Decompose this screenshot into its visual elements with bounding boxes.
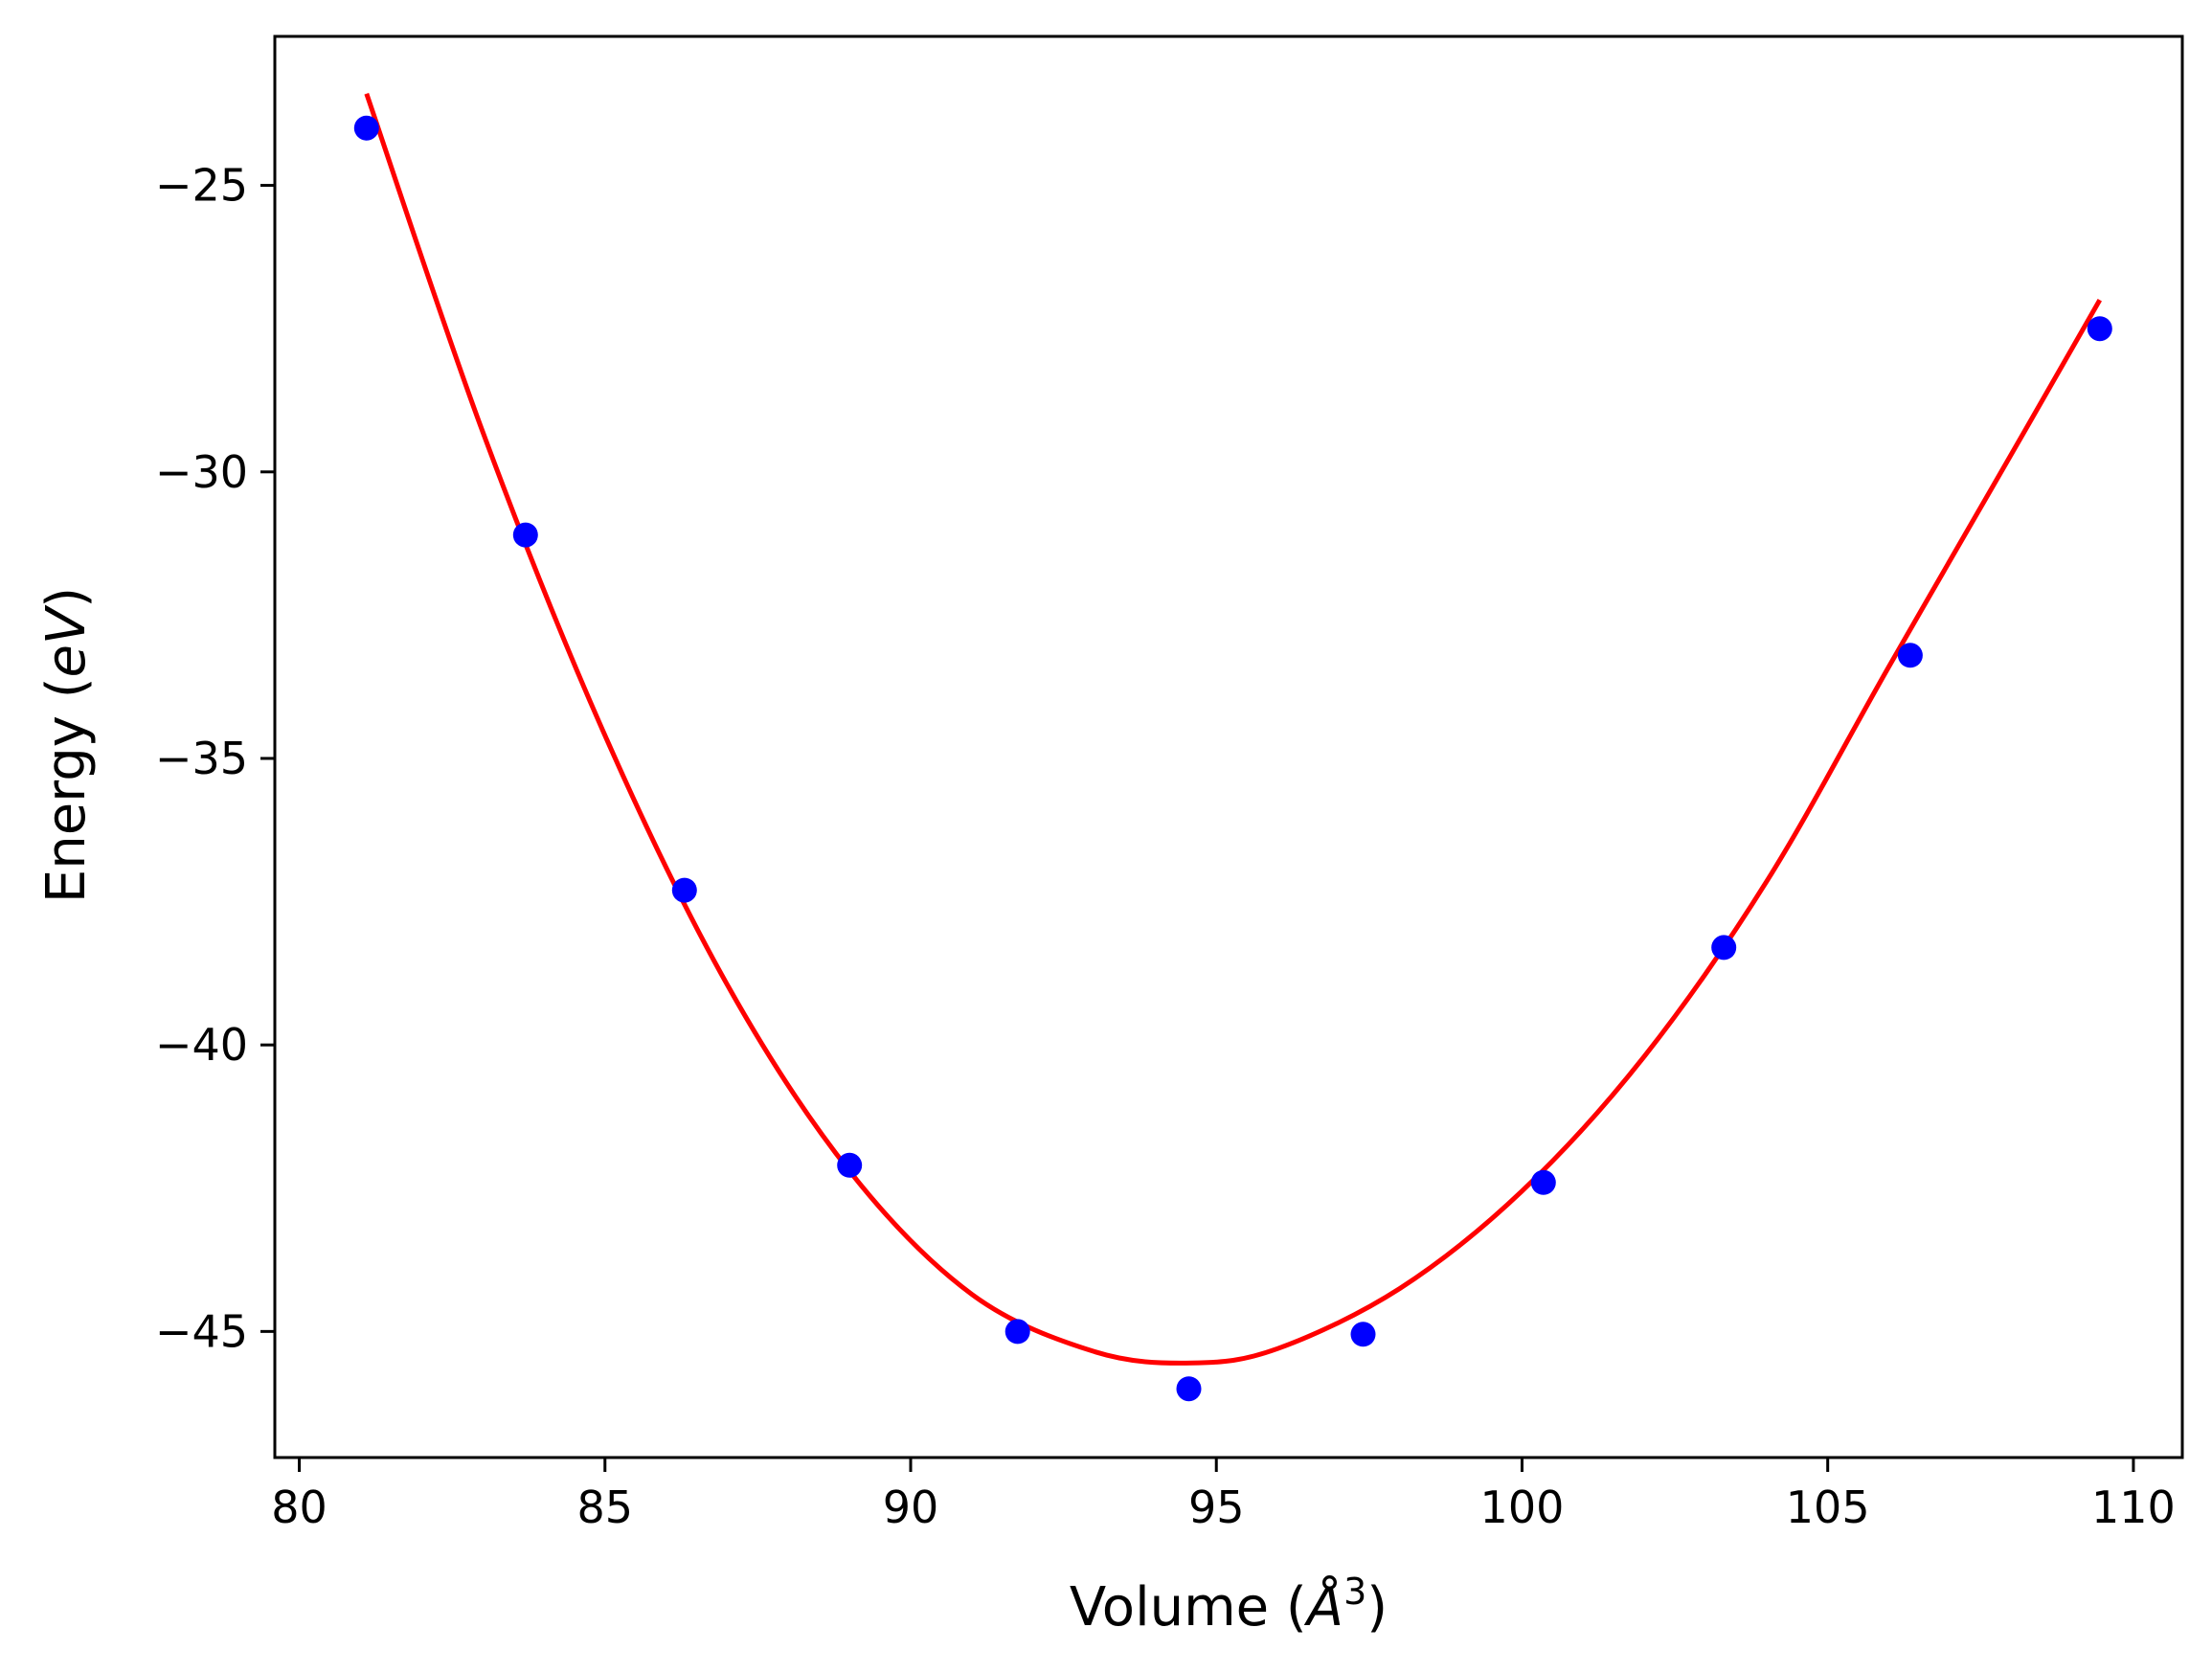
data-point	[512, 522, 538, 548]
y-tick-label: −25	[155, 160, 248, 212]
data-point	[2087, 316, 2112, 342]
fit-curve-layer	[364, 92, 2102, 1366]
data-point	[1004, 1319, 1030, 1345]
data-point	[1711, 935, 1737, 961]
y-tick-label: −45	[155, 1305, 248, 1357]
x-tick-label: 105	[1786, 1481, 1870, 1533]
x-tick-label: 110	[2091, 1481, 2176, 1533]
data-point	[1176, 1376, 1202, 1402]
y-tick-label: −30	[155, 446, 248, 498]
data-point	[1897, 643, 1923, 668]
data-point	[1530, 1169, 1556, 1195]
data-point	[1350, 1322, 1376, 1347]
data-point	[353, 115, 379, 141]
y-ticks-layer: −45 −40 −35 −30 −25	[155, 160, 275, 1357]
data-points-layer	[353, 115, 2112, 1402]
x-axis-label-unit: Å	[1304, 1575, 1343, 1639]
x-axis-label-text: Volume	[1070, 1576, 1269, 1639]
x-tick-label: 90	[883, 1481, 939, 1533]
x-axis-label: Volume (Å3)	[1070, 1571, 1388, 1639]
data-point	[837, 1152, 863, 1178]
y-axis-label-text: Energy	[35, 715, 98, 903]
fit-curve	[364, 92, 2102, 1366]
y-tick-label: −40	[155, 1019, 248, 1071]
y-axis-label-unit: eV	[35, 604, 98, 677]
x-ticks-layer: 80 85 90 95 100 105 110	[271, 1458, 2176, 1533]
x-axis-label-exponent: 3	[1343, 1571, 1366, 1613]
data-point	[671, 877, 697, 903]
x-tick-label: 100	[1480, 1481, 1565, 1533]
x-tick-label: 85	[576, 1481, 633, 1533]
y-axis-label: Energy (eV)	[35, 587, 98, 903]
plot-frame	[273, 34, 2184, 1459]
x-tick-label: 95	[1188, 1481, 1245, 1533]
y-tick-label: −35	[155, 733, 248, 784]
x-tick-label: 80	[271, 1481, 327, 1533]
